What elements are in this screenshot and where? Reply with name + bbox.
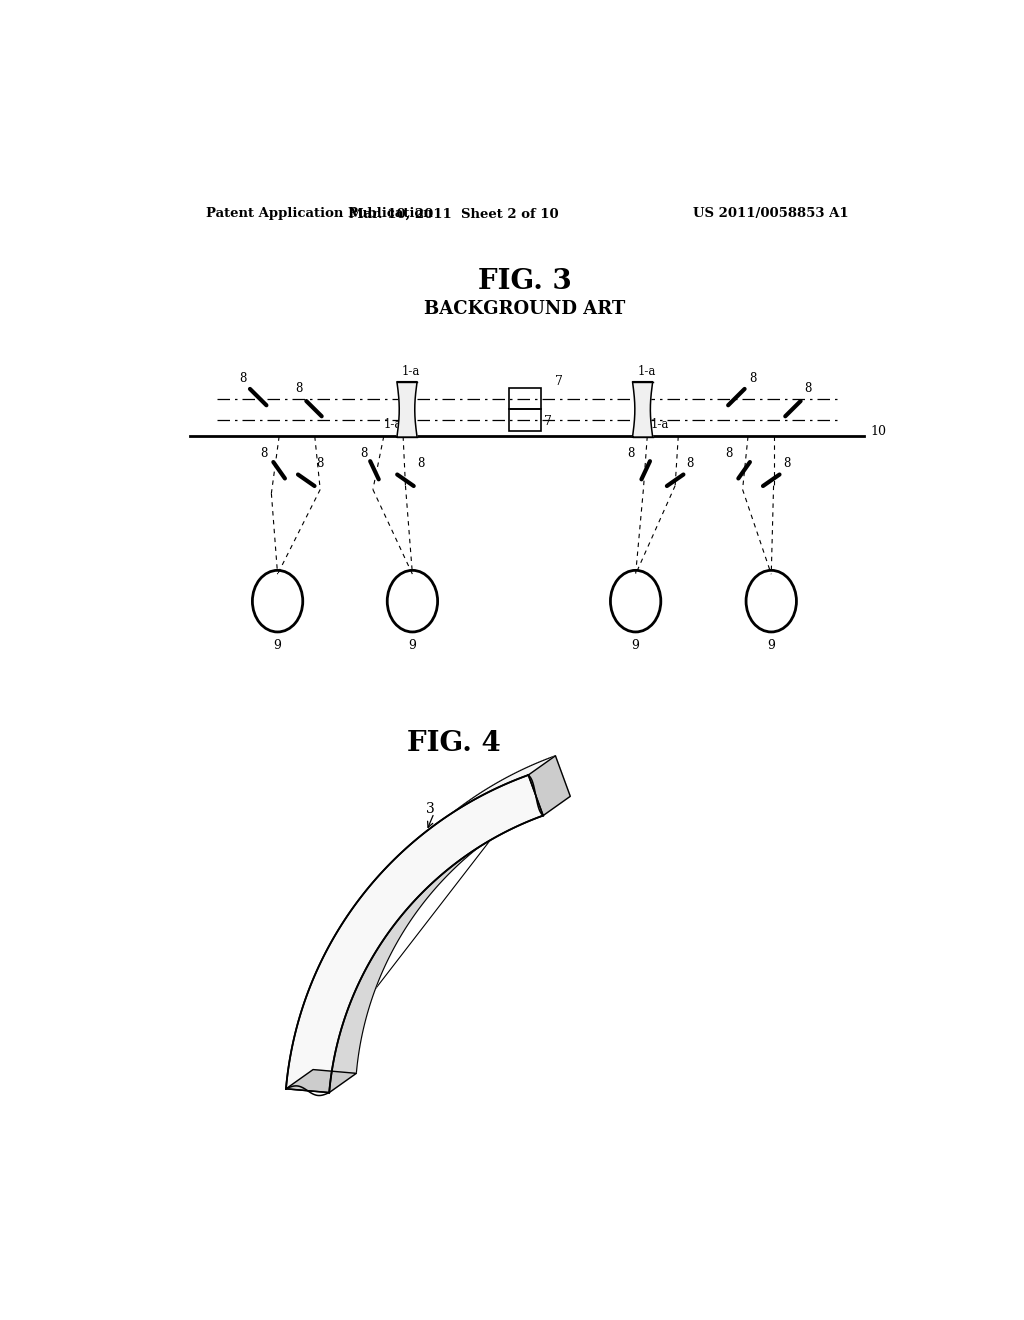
- Text: 8: 8: [260, 446, 267, 459]
- Polygon shape: [528, 756, 570, 816]
- Text: 8: 8: [359, 446, 368, 459]
- Polygon shape: [286, 1069, 356, 1093]
- Text: 9: 9: [767, 639, 775, 652]
- Text: 8: 8: [725, 446, 732, 459]
- Text: 7: 7: [544, 416, 552, 428]
- Polygon shape: [633, 381, 652, 437]
- Text: 7: 7: [555, 375, 563, 388]
- Polygon shape: [329, 796, 570, 1093]
- Text: 8: 8: [239, 372, 247, 385]
- Text: FIG. 3: FIG. 3: [478, 268, 571, 296]
- Text: 1-a: 1-a: [637, 366, 655, 379]
- Text: 8: 8: [628, 446, 635, 459]
- Text: 8: 8: [804, 381, 811, 395]
- Text: 3: 3: [426, 803, 434, 816]
- Text: 1-a: 1-a: [384, 417, 402, 430]
- Bar: [509, 388, 541, 409]
- Text: 9: 9: [273, 639, 282, 652]
- Polygon shape: [313, 756, 570, 1073]
- Text: 9: 9: [632, 639, 640, 652]
- Text: 8: 8: [316, 457, 324, 470]
- Text: BACKGROUND ART: BACKGROUND ART: [424, 300, 626, 318]
- Text: 1-a: 1-a: [650, 417, 669, 430]
- Text: 8: 8: [295, 381, 302, 395]
- Text: 8: 8: [417, 457, 425, 470]
- Text: Mar. 10, 2011  Sheet 2 of 10: Mar. 10, 2011 Sheet 2 of 10: [349, 207, 558, 220]
- Text: 9: 9: [409, 639, 417, 652]
- Polygon shape: [286, 775, 543, 1093]
- Text: 8: 8: [686, 457, 693, 470]
- Text: 8: 8: [783, 457, 791, 470]
- Bar: [509, 409, 541, 430]
- Text: 10: 10: [870, 425, 887, 438]
- Text: FIG. 4: FIG. 4: [407, 730, 501, 758]
- Text: US 2011/0058853 A1: US 2011/0058853 A1: [693, 207, 849, 220]
- Text: 1-a: 1-a: [401, 366, 420, 379]
- Text: 8: 8: [749, 372, 757, 385]
- Polygon shape: [286, 756, 555, 1089]
- Text: Patent Application Publication: Patent Application Publication: [206, 207, 432, 220]
- Polygon shape: [397, 381, 417, 437]
